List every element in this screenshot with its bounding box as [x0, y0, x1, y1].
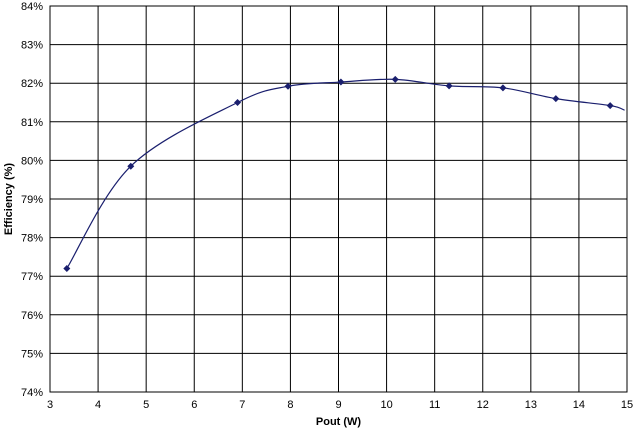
x-tick-label: 6: [191, 399, 197, 411]
y-tick-label: 79%: [21, 194, 43, 206]
y-tick-label: 83%: [21, 40, 43, 52]
data-point-marker: [127, 162, 135, 170]
y-tick-label: 80%: [21, 155, 43, 167]
horizontal-gridlines: [50, 5, 627, 393]
x-axis-title: Pout (W): [316, 416, 362, 428]
y-tick-label: 84%: [21, 1, 43, 13]
data-point-marker: [284, 82, 292, 90]
x-tick-label: 5: [143, 399, 149, 411]
data-markers: [63, 75, 614, 272]
x-tick-label: 10: [380, 399, 392, 411]
y-tick-label: 77%: [21, 271, 43, 283]
x-tick-label: 9: [335, 399, 341, 411]
y-tick-label: 75%: [21, 348, 43, 360]
data-point-marker: [391, 75, 399, 83]
y-tick-label: 82%: [21, 78, 43, 90]
data-point-marker: [606, 102, 614, 110]
efficiency-curve: [66, 78, 625, 269]
data-point-marker: [445, 82, 453, 90]
y-tick-labels: 74% 75% 76% 77% 78% 79% 80% 81% 82% 83% 84%: [21, 1, 43, 399]
y-tick-label: 81%: [21, 117, 43, 129]
data-point-marker: [234, 99, 242, 106]
y-tick-label: 78%: [21, 233, 43, 245]
y-tick-label: 74%: [21, 387, 43, 399]
data-point-marker: [552, 95, 560, 103]
x-tick-label: 8: [287, 399, 293, 411]
x-tick-label: 7: [239, 399, 245, 411]
data-point-marker: [499, 84, 507, 92]
y-axis-title: Efficiency (%): [3, 163, 15, 235]
x-tick-label: 14: [573, 399, 585, 411]
x-tick-label: 15: [621, 399, 633, 411]
x-tick-labels: 3 4 5 6 7 8 9 10 11 12 13 14 15: [47, 399, 633, 411]
x-tick-label: 3: [47, 399, 53, 411]
x-tick-label: 11: [429, 399, 440, 411]
x-tick-label: 13: [525, 399, 537, 411]
x-tick-label: 12: [477, 399, 489, 411]
y-tick-label: 76%: [21, 310, 43, 322]
data-point-marker: [337, 78, 345, 86]
x-tick-label: 4: [95, 399, 101, 411]
data-point-marker: [63, 264, 71, 272]
